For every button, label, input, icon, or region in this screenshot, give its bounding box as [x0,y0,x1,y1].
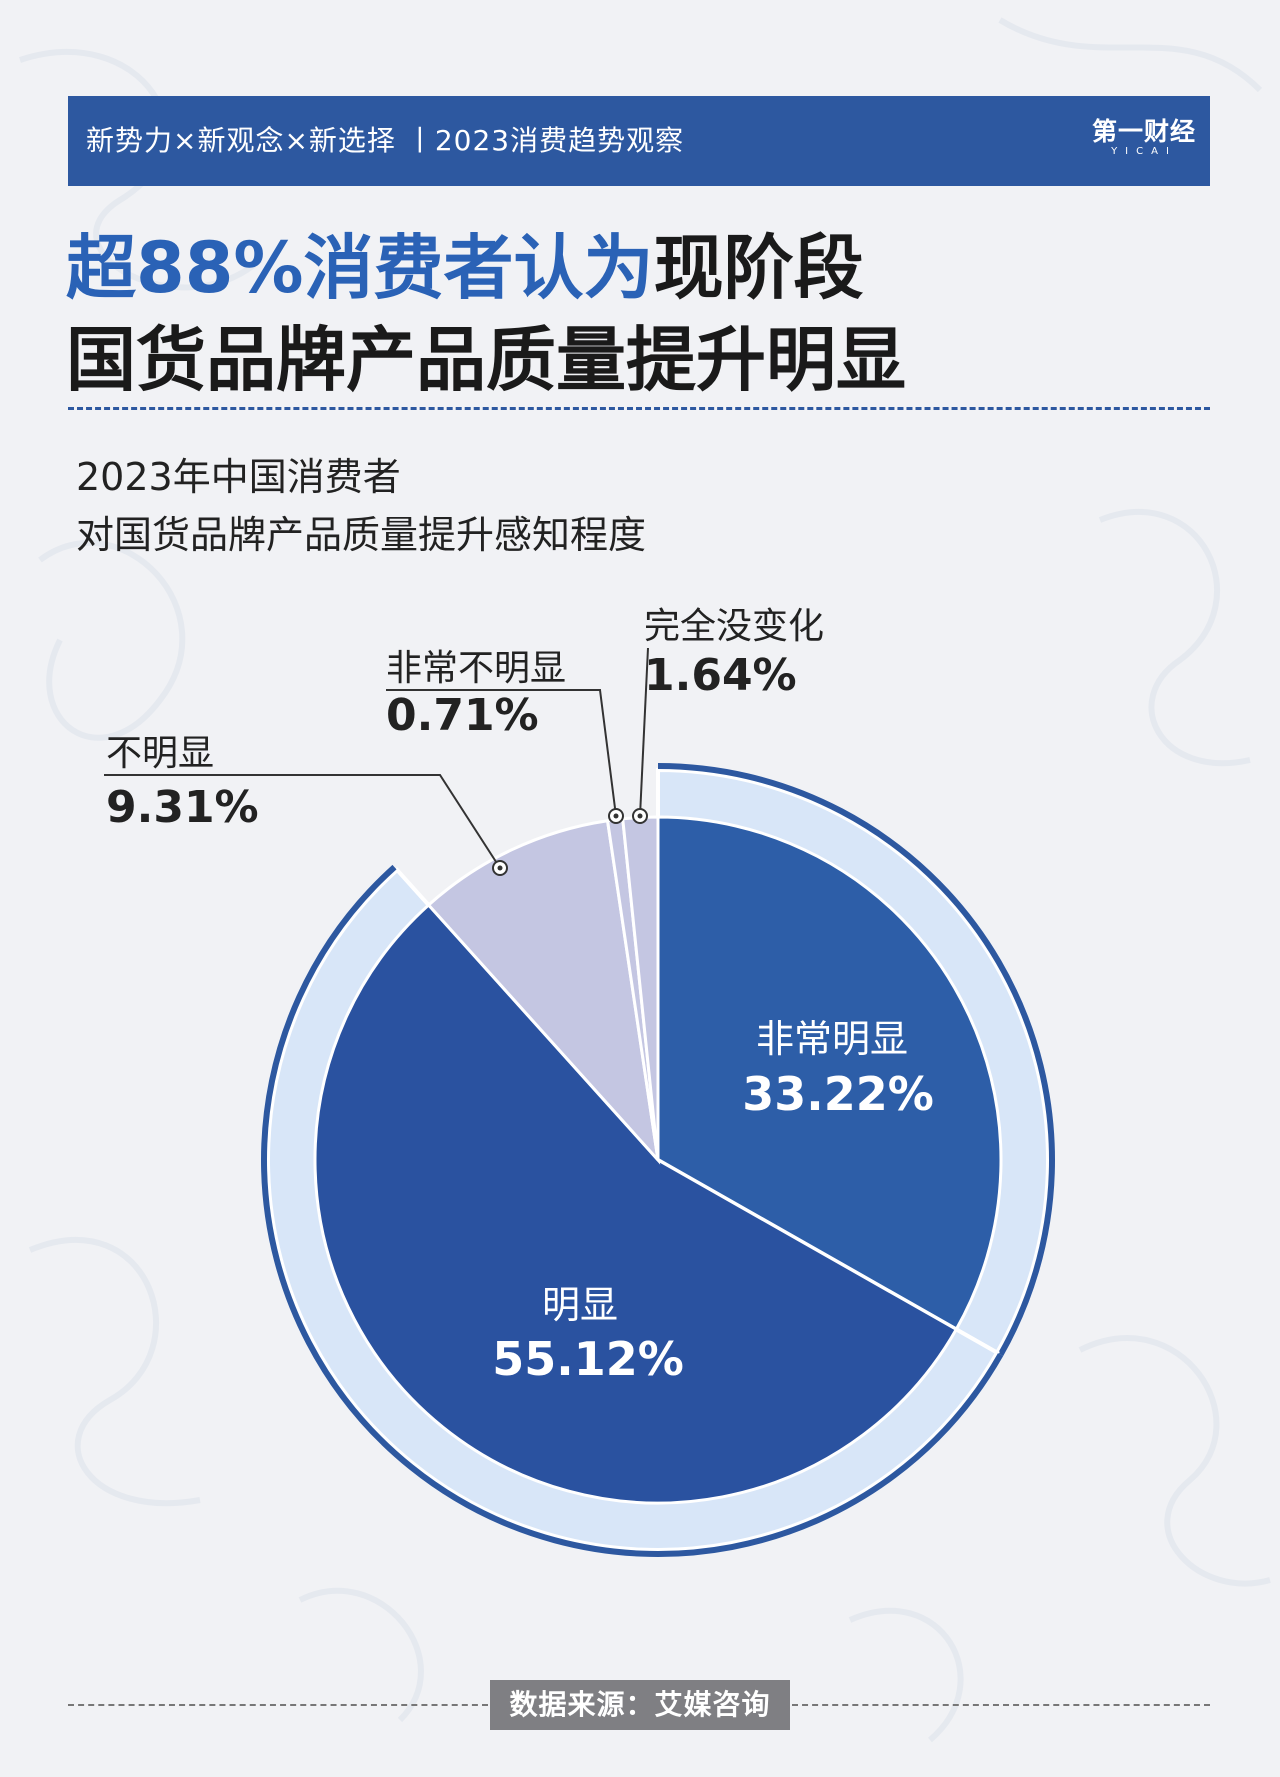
leader-line-4 [639,647,649,817]
callout-label-2: 不明显 [106,733,214,774]
logo-subtext: YICAI [1111,146,1177,157]
slice-label-very: 非常明显 [756,1017,908,1061]
slice-label-obvious: 明显 [542,1283,618,1327]
pie-slice-1 [313,902,959,1505]
leader-dot-center-2 [497,865,503,871]
subtitle-line-2: 对国货品牌产品质量提升感知程度 [76,513,647,557]
logo-text: 第一财经 [1091,117,1196,146]
pie-slice-0 [656,815,1003,1332]
leader-line-2 [104,774,501,869]
source-divider-right [792,1704,1210,1706]
callout-value-2: 9.31% [106,782,259,833]
callout-label-3: 非常不明显 [386,648,566,689]
ring-outline-0 [657,763,1055,1357]
callout-value-3: 0.71% [386,690,539,741]
header-bar: 新势力×新观念×新选择 丨2023消费趋势观察 第一财经 YICAI [68,96,1210,186]
headline: 超88%消费者认为现阶段 国货品牌产品质量提升明显 [66,222,906,406]
leader-line-3 [386,689,617,817]
headline-rest: 现阶段 [653,227,864,309]
leader-dot-center-4 [637,813,643,819]
headline-highlight: 超88%消费者认为 [66,227,654,309]
header-title: 新势力×新观念×新选择 丨2023消费趋势观察 [86,124,685,157]
headline-line-2: 国货品牌产品质量提升明显 [66,319,906,401]
ring-outline-1 [261,864,1004,1557]
leader-dot-center-3 [613,813,619,819]
subtitle-line-1: 2023年中国消费者 [76,455,401,499]
slice-value-obvious: 55.12% [492,1332,684,1386]
pie-slice-2 [426,819,661,1165]
data-source: 数据来源：艾媒咨询 [490,1680,790,1730]
yicai-logo: 第一财经 YICAI [1092,118,1196,158]
callout-value-4: 1.64% [644,650,797,701]
slice-value-very: 33.22% [742,1067,934,1121]
header-divider [68,407,1210,410]
source-divider-left [68,1704,488,1706]
callout-label-4: 完全没变化 [644,606,824,647]
headline-line-1: 超88%消费者认为现阶段 [66,222,906,314]
chart-subtitle: 2023年中国消费者 对国货品牌产品质量提升感知程度 [76,448,646,564]
